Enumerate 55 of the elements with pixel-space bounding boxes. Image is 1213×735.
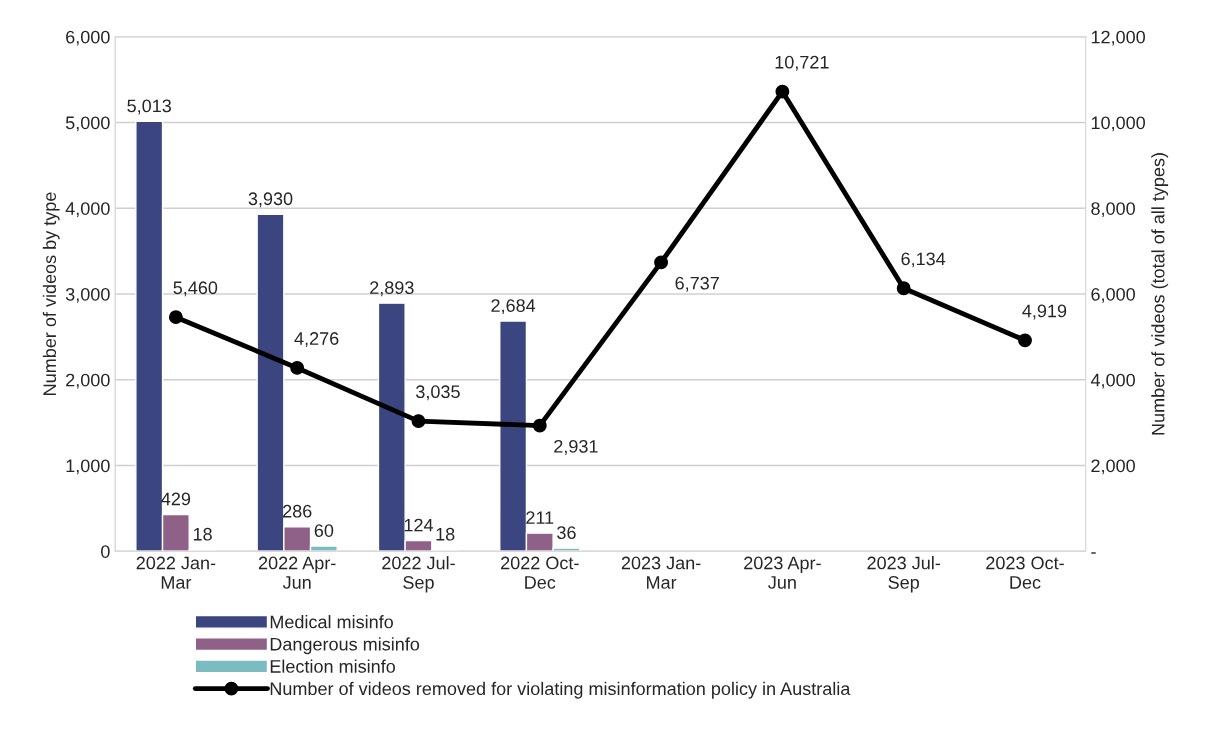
- point: [168, 310, 183, 325]
- data-label: 18: [436, 527, 455, 541]
- data-label: 6,737: [675, 276, 719, 292]
- y2-tick-label: 4,000: [1090, 373, 1135, 389]
- legend-label: Dangerous misinfo: [270, 637, 420, 655]
- data-label: 10,721: [775, 55, 829, 71]
- x-tick-label: 2022 Jul- Sep: [382, 556, 455, 593]
- y2-axis-title: Number of videos (total of all types): [1151, 153, 1169, 435]
- data-label: 4,919: [1022, 304, 1067, 320]
- legend-label: Election misinfo: [270, 659, 395, 673]
- y-axis-title: Number of videos by type: [42, 192, 60, 395]
- y-tick-label: 2,000: [66, 373, 110, 389]
- data-label: 124: [404, 518, 434, 532]
- point: [896, 281, 911, 296]
- data-label: 6,134: [901, 252, 946, 268]
- data-label: 36: [557, 526, 576, 540]
- x-tick-label: 2022 Oct- Dec: [501, 556, 579, 589]
- x-tick-label: 2022 Apr- Jun: [258, 556, 336, 589]
- data-label: 211: [526, 511, 554, 524]
- point: [532, 418, 547, 433]
- data-label: 4,276: [294, 332, 339, 348]
- y-tick-label: 0: [101, 545, 110, 558]
- point: [775, 84, 790, 99]
- legend-label: Number of videos removed for violating misinformation policy in Australia: [270, 681, 851, 699]
- data-label: 5,460: [173, 281, 218, 297]
- y2-tick-label: -: [1091, 552, 1096, 554]
- y2-tick-label: 8,000: [1091, 202, 1135, 218]
- y-tick-label: 6,000: [66, 30, 110, 46]
- data-label: 5,013: [127, 99, 171, 115]
- point: [411, 414, 426, 429]
- x-tick-label: 2022 Jan- Mar: [136, 556, 216, 589]
- y-tick-label: 1,000: [66, 459, 110, 475]
- data-label: 2,893: [370, 281, 414, 297]
- y-tick-label: 3,000: [65, 287, 110, 303]
- legend-label: Medical misinfo: [270, 615, 393, 629]
- point: [654, 255, 669, 270]
- y2-tick-label: 6,000: [1091, 287, 1135, 303]
- x-tick-label: 2023 Oct- Dec: [986, 556, 1064, 589]
- y2-tick-label: 12,000: [1091, 30, 1146, 46]
- point: [1018, 333, 1032, 348]
- data-label: 3,035: [416, 385, 460, 401]
- data-label: 2,684: [491, 299, 536, 315]
- x-tick-label: 2023 Jul- Sep: [867, 556, 941, 593]
- data-label: 60: [314, 524, 334, 537]
- data-label: 286: [283, 504, 312, 518]
- y-tick-label: 5,000: [65, 116, 110, 132]
- y2-tick-label: 2,000: [1091, 459, 1135, 475]
- x-tick-label: 2023 Jan- Mar: [621, 556, 701, 589]
- data-label: 18: [193, 527, 212, 541]
- data-label: 3,930: [248, 192, 293, 208]
- data-label: 2,931: [554, 439, 598, 455]
- x-tick-label: 2023 Apr- Jun: [744, 556, 821, 589]
- point: [290, 360, 305, 375]
- y-tick-label: 4,000: [65, 202, 110, 218]
- y2-tick-label: 10,000: [1091, 116, 1146, 132]
